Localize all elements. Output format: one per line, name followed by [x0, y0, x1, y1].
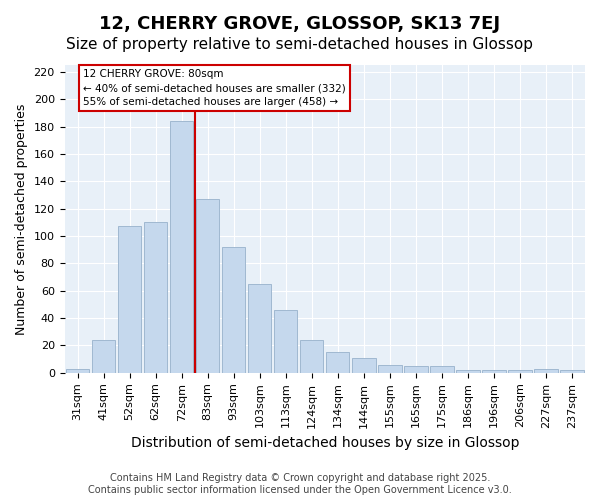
Bar: [66, 368, 89, 373]
Bar: [482, 370, 506, 373]
Bar: [430, 366, 454, 373]
Bar: [144, 222, 167, 373]
Bar: [352, 358, 376, 373]
Bar: [378, 364, 401, 373]
Bar: [92, 340, 115, 373]
Bar: [196, 199, 220, 373]
Bar: [326, 352, 349, 373]
Bar: [170, 121, 193, 373]
Bar: [534, 368, 557, 373]
Text: 12, CHERRY GROVE, GLOSSOP, SK13 7EJ: 12, CHERRY GROVE, GLOSSOP, SK13 7EJ: [100, 15, 500, 33]
Y-axis label: Number of semi-detached properties: Number of semi-detached properties: [15, 103, 28, 334]
Bar: [560, 370, 584, 373]
Bar: [404, 366, 428, 373]
X-axis label: Distribution of semi-detached houses by size in Glossop: Distribution of semi-detached houses by …: [131, 436, 519, 450]
Bar: [300, 340, 323, 373]
Bar: [248, 284, 271, 373]
Bar: [508, 370, 532, 373]
Text: Contains HM Land Registry data © Crown copyright and database right 2025.
Contai: Contains HM Land Registry data © Crown c…: [88, 474, 512, 495]
Text: Size of property relative to semi-detached houses in Glossop: Size of property relative to semi-detach…: [67, 38, 533, 52]
Bar: [456, 370, 479, 373]
Bar: [274, 310, 298, 373]
Bar: [222, 247, 245, 373]
Text: 12 CHERRY GROVE: 80sqm
← 40% of semi-detached houses are smaller (332)
55% of se: 12 CHERRY GROVE: 80sqm ← 40% of semi-det…: [83, 69, 346, 107]
Bar: [118, 226, 141, 373]
